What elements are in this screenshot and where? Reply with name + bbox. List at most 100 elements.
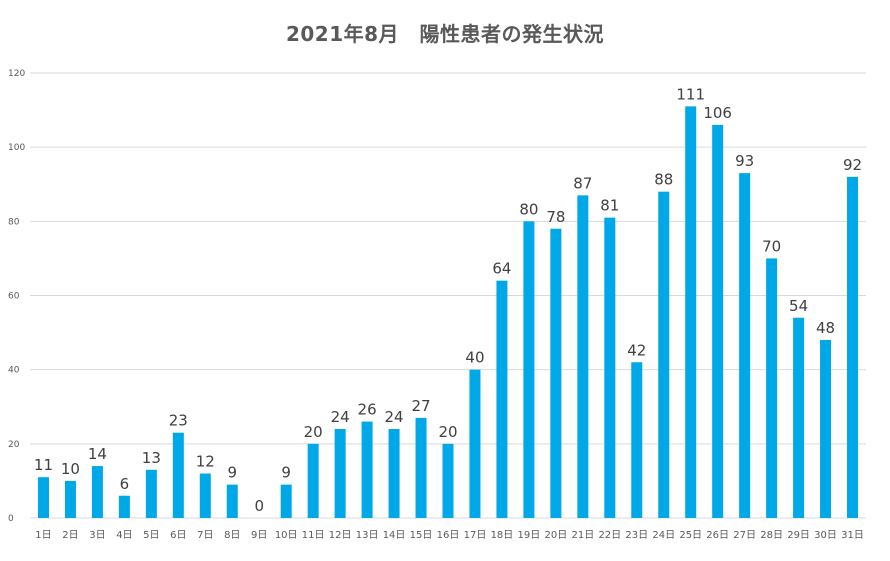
bar — [550, 228, 562, 518]
bars-layer — [37, 106, 859, 519]
x-tick-label: 23日 — [625, 530, 648, 541]
chart-title: 2021年8月 陽性患者の発生状況 — [285, 22, 605, 46]
data-label: 12 — [196, 453, 215, 471]
data-labels-layer: 11 10 14 6 13 23 12 909 20 24 26 24 27 20 40 64 80 78 87 81… — [34, 85, 862, 515]
x-tick-label: 29日 — [787, 530, 810, 541]
y-tick-label: 0 — [8, 514, 14, 524]
data-label: 9 — [281, 464, 291, 482]
data-label: 70 — [762, 237, 781, 255]
x-tick-label: 28日 — [760, 530, 783, 541]
x-tick-label: 11日 — [302, 530, 325, 541]
y-tick-label: 40 — [8, 366, 20, 376]
data-label: 10 — [61, 460, 80, 478]
x-tick-label: 25日 — [679, 530, 702, 541]
data-label: 106 — [703, 104, 732, 122]
bar — [496, 280, 508, 518]
x-tick-label: 5日 — [143, 530, 159, 541]
bar — [145, 469, 157, 518]
data-label: 27 — [411, 397, 430, 415]
y-tick-label: 100 — [8, 143, 25, 153]
x-tick-label: 19日 — [518, 530, 541, 541]
data-label: 42 — [627, 341, 646, 359]
data-label: 111 — [676, 85, 705, 103]
data-label: 54 — [789, 297, 808, 315]
x-tick-label: 20日 — [545, 530, 568, 541]
bar — [415, 417, 427, 518]
y-tick-label: 120 — [8, 69, 25, 79]
data-label: 81 — [600, 197, 619, 215]
data-label: 93 — [735, 152, 754, 170]
data-label: 0 — [254, 497, 264, 515]
x-tick-label: 7日 — [197, 530, 213, 541]
bar — [577, 195, 589, 518]
x-tick-label: 14日 — [383, 530, 406, 541]
bar — [307, 443, 319, 518]
bar — [523, 221, 535, 519]
bar — [91, 466, 103, 518]
x-tick-label: 26日 — [706, 530, 729, 541]
x-tick-label: 30日 — [814, 530, 837, 541]
data-label: 40 — [465, 349, 484, 367]
data-label: 26 — [358, 401, 377, 419]
y-tick-label: 20 — [8, 440, 20, 450]
bar — [766, 258, 778, 518]
bar — [685, 106, 697, 518]
bar — [280, 484, 292, 518]
data-label: 87 — [573, 174, 592, 192]
x-tick-label: 6日 — [170, 530, 186, 541]
data-label: 88 — [654, 171, 673, 189]
x-tick-label: 13日 — [356, 530, 379, 541]
bar — [739, 173, 751, 518]
x-axis-ticks: 1日 2日 3日 4日 5日 6日 7日 8日 9日 10日 11日 12日 13日 14日 15日 16日 1… — [35, 530, 864, 541]
bar — [172, 432, 184, 518]
x-tick-label: 21日 — [571, 530, 594, 541]
grid-layer — [30, 72, 866, 519]
x-tick-label: 2日 — [62, 530, 78, 541]
data-label: 24 — [331, 408, 350, 426]
data-label: 64 — [492, 260, 511, 278]
bar — [820, 340, 832, 518]
x-tick-label: 16日 — [437, 530, 460, 541]
bar — [334, 429, 346, 518]
x-tick-label: 15日 — [410, 530, 433, 541]
data-label: 13 — [142, 449, 161, 467]
x-tick-label: 1日 — [35, 530, 51, 541]
x-tick-label: 4日 — [116, 530, 132, 541]
data-label: 11 — [34, 456, 53, 474]
data-label: 14 — [88, 445, 107, 463]
x-tick-label: 17日 — [464, 530, 487, 541]
bar — [37, 477, 49, 518]
x-tick-label: 8日 — [224, 530, 240, 541]
bar — [199, 473, 211, 518]
data-label: 20 — [438, 423, 457, 441]
bar — [226, 484, 238, 518]
x-tick-label: 3日 — [89, 530, 105, 541]
data-label: 24 — [385, 408, 404, 426]
bar — [793, 317, 805, 518]
bar — [118, 495, 130, 518]
data-label: 23 — [169, 412, 188, 430]
x-tick-label: 10日 — [275, 530, 298, 541]
x-tick-label: 9日 — [251, 530, 267, 541]
x-tick-label: 22日 — [598, 530, 621, 541]
y-axis-ticks: 0 20 40 60 80 100 120 — [8, 69, 25, 524]
data-label: 48 — [816, 319, 835, 337]
bar — [469, 369, 481, 518]
bar — [712, 124, 724, 519]
data-label: 9 — [227, 464, 237, 482]
x-tick-label: 24日 — [652, 530, 675, 541]
x-tick-label: 12日 — [329, 530, 352, 541]
x-tick-label: 18日 — [491, 530, 514, 541]
data-label: 20 — [304, 423, 323, 441]
data-label: 78 — [546, 208, 565, 226]
data-label: 92 — [843, 156, 862, 174]
bar — [442, 443, 454, 518]
bar — [64, 480, 76, 518]
bar — [658, 191, 670, 518]
y-tick-label: 80 — [8, 217, 20, 227]
bar — [631, 362, 643, 518]
bar — [604, 217, 616, 518]
bar — [388, 429, 400, 518]
